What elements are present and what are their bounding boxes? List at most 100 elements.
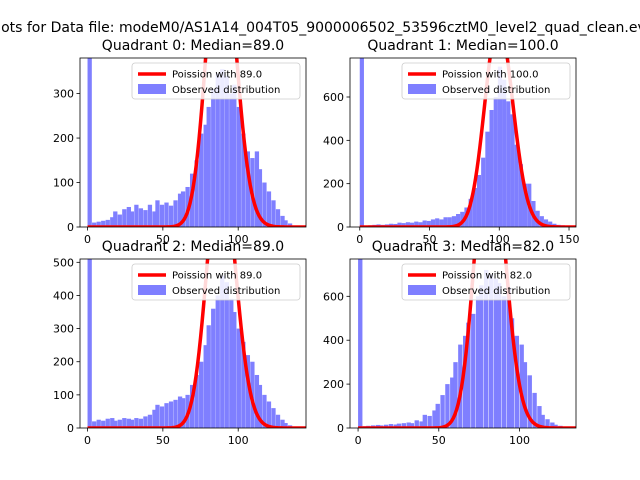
histogram-bar	[519, 344, 524, 428]
legend-box	[131, 62, 301, 100]
y-tick-label: 600	[323, 290, 344, 303]
subplot-title: Quadrant 2: Median=89.0	[102, 239, 284, 255]
histogram-bar	[262, 394, 267, 428]
histogram-bar	[224, 75, 229, 227]
histogram-bar	[483, 269, 489, 428]
histogram-bar	[229, 93, 234, 227]
histogram-bar	[180, 191, 186, 227]
subplot-title: Quadrant 0: Median=89.0	[102, 38, 284, 54]
histogram-bar	[522, 183, 528, 227]
histogram-bar	[215, 295, 220, 428]
subplot-quadrant-0: Quadrant 0: Median=89.0 0 50 100 0 100 200 300 P…	[53, 38, 307, 246]
histogram-bar	[236, 328, 241, 428]
x-tick-label: 100	[228, 233, 249, 246]
histogram-bar	[545, 419, 550, 428]
histogram-bar	[405, 222, 410, 227]
histogram-bar	[426, 220, 431, 227]
histogram-bar	[359, 58, 364, 227]
histogram-bar	[236, 106, 241, 227]
histogram-bar	[543, 219, 549, 227]
histogram-bar	[430, 219, 436, 227]
histogram-bar	[401, 423, 407, 428]
histogram-bar	[168, 205, 174, 227]
histogram-bar	[397, 222, 402, 227]
histogram-bar	[453, 362, 458, 428]
axes-frame	[349, 57, 577, 228]
histogram-bar	[447, 217, 452, 227]
histogram-bar	[262, 182, 267, 227]
histogram-bar	[241, 133, 246, 227]
y-tick-label: 300	[53, 88, 74, 101]
histogram-bar	[501, 296, 507, 428]
histogram-bar	[180, 398, 186, 428]
histogram-bar	[476, 175, 482, 227]
histogram-bar	[92, 421, 97, 428]
histogram-bar	[203, 124, 208, 227]
histogram-bar	[194, 160, 199, 227]
histogram-bar	[419, 421, 424, 428]
histogram-bar	[283, 220, 288, 227]
histogram-bar	[232, 84, 237, 227]
histogram-bar	[409, 222, 415, 227]
histogram-bar	[502, 79, 507, 227]
histogram-bar	[143, 210, 148, 227]
y-tick-label: 400	[53, 289, 74, 302]
histogram-bar	[199, 361, 204, 428]
histogram-bar	[105, 219, 110, 227]
histogram-bar	[540, 414, 545, 428]
histogram-bar	[134, 418, 139, 428]
histogram-bar	[439, 219, 444, 227]
subplot-title: Quadrant 3: Median=82.0	[372, 239, 554, 255]
y-tick-label: 0	[337, 422, 344, 435]
histogram-bar	[481, 157, 486, 227]
histogram-bar	[155, 200, 160, 227]
histogram-bar	[488, 274, 494, 428]
x-tick-label: 100	[509, 434, 530, 447]
x-tick-label: 0	[356, 233, 363, 246]
legend-hist-label: Observed distribution	[172, 286, 280, 297]
histogram-bar	[224, 282, 229, 428]
y-tick-label: 0	[67, 422, 74, 435]
legend-curve-label: Poission with 89.0	[172, 70, 262, 81]
legend: Poission with 82.0 Observed distribution	[401, 263, 571, 301]
histogram-bar	[194, 374, 199, 428]
histogram-bar	[257, 169, 263, 227]
histogram-bar	[177, 193, 183, 227]
histogram-bar	[211, 308, 216, 428]
histogram-bar	[451, 216, 457, 227]
histogram-bar	[110, 217, 115, 227]
legend: Poission with 89.0 Observed distribution	[131, 62, 301, 100]
y-tick-label: 100	[53, 177, 74, 190]
histogram-bar	[164, 403, 169, 428]
histogram-bar	[245, 151, 251, 227]
poisson-curve	[87, 58, 306, 227]
histogram-bar	[485, 131, 490, 227]
histogram-bar	[271, 408, 276, 428]
histogram-bar	[232, 312, 237, 428]
legend-hist-swatch	[408, 285, 436, 295]
histogram-bar	[105, 418, 110, 428]
histogram-bar	[117, 214, 122, 227]
y-tick-label: 0	[67, 221, 74, 234]
x-tick-label: 50	[423, 233, 437, 246]
histogram-bar	[87, 259, 92, 428]
subplot-quadrant-2: Quadrant 2: Median=89.0 0 50 100 0 100 200 300 4…	[53, 239, 307, 447]
histogram-bar	[440, 395, 445, 428]
histogram-bar	[168, 401, 174, 428]
histogram-bar	[173, 399, 178, 428]
subplot-grid: Quadrant 0: Median=89.0 0 50 100 0 100 200 300 P…	[53, 38, 580, 447]
histogram-bar	[280, 419, 285, 428]
histogram-bar	[466, 322, 471, 428]
axes-frame	[349, 258, 577, 429]
histogram-bar	[443, 217, 448, 227]
y-tick-label: 0	[337, 221, 344, 234]
legend-box	[131, 263, 301, 301]
histogram-bar	[283, 423, 288, 428]
histogram-bar	[266, 401, 272, 428]
y-tick-label: 500	[53, 256, 74, 269]
histogram-bar	[509, 318, 515, 428]
histogram-bar	[126, 418, 131, 428]
histogram-bar	[113, 420, 118, 428]
histogram-bar	[122, 209, 127, 227]
